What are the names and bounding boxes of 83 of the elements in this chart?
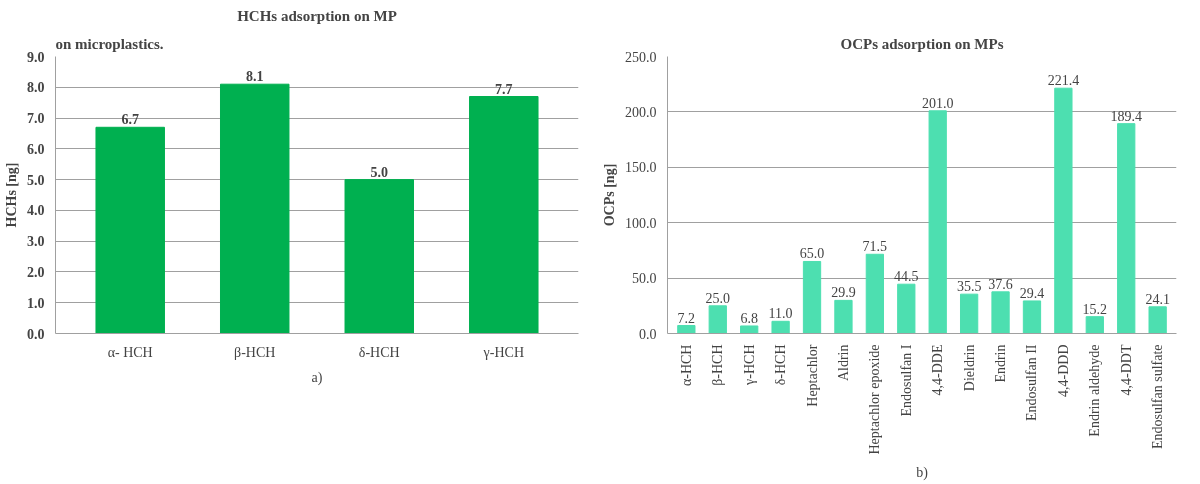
text: on microplastics. xyxy=(55,35,164,52)
y-tick-label: 1.0 xyxy=(27,295,45,311)
x-tick-label: β-HCH xyxy=(234,344,276,360)
data-label: 221.4 xyxy=(1047,73,1080,89)
x-tick-label: β-HCH xyxy=(710,344,726,386)
bar xyxy=(771,320,790,334)
x-tick-label: γ-HCH xyxy=(741,344,757,386)
y-tick-label: 250.0 xyxy=(625,49,657,65)
bar xyxy=(1117,123,1136,334)
bar xyxy=(928,110,947,334)
y-tick-label: 9.0 xyxy=(27,49,45,65)
data-label: 11.0 xyxy=(768,306,793,322)
data-label: 6.8 xyxy=(740,310,758,326)
bar xyxy=(834,299,853,334)
x-tick-label: Endosulfan II xyxy=(1024,344,1040,422)
x-tick-label: 4,4-DDD xyxy=(1055,344,1071,397)
bar xyxy=(991,291,1010,334)
bar xyxy=(959,293,979,334)
y-tick-label: 4.0 xyxy=(27,203,45,219)
y-tick-label: 0.0 xyxy=(639,326,657,342)
bar xyxy=(802,260,822,334)
bar xyxy=(740,325,759,334)
y-axis-title: HCHs [ng] xyxy=(4,162,19,228)
y-tick-label: 150.0 xyxy=(625,160,657,176)
data-label: 25.0 xyxy=(705,290,731,306)
x-tick-label: Dieldrin xyxy=(961,344,977,392)
x-tick-label: Endosulfan sulfate xyxy=(1150,344,1166,450)
data-label: 65.0 xyxy=(799,246,825,262)
data-label: 189.4 xyxy=(1110,108,1142,124)
x-tick-label: 4,4-DDT xyxy=(1118,344,1134,396)
data-label: 5.0 xyxy=(370,164,389,180)
bar xyxy=(1148,306,1167,334)
data-label: 24.1 xyxy=(1145,291,1170,307)
y-tick-label: 5.0 xyxy=(27,172,45,188)
data-label: 15.2 xyxy=(1082,301,1108,317)
chart-title: OCPs adsorption on MPs xyxy=(840,35,1004,52)
y-tick-label: 0.0 xyxy=(27,326,45,342)
data-label: 71.5 xyxy=(862,239,888,255)
y-tick-label: 200.0 xyxy=(625,104,657,120)
y-axis-title: OCPs [ng] xyxy=(602,163,617,227)
bar xyxy=(865,253,885,334)
y-tick-label: 8.0 xyxy=(27,80,45,96)
text: a) xyxy=(311,369,323,386)
data-label: 44.5 xyxy=(894,269,919,285)
bar xyxy=(1022,300,1042,334)
bar xyxy=(677,325,696,334)
x-tick-label: Heptachlor epoxide xyxy=(867,344,883,455)
data-label: 201.0 xyxy=(921,95,954,111)
bar xyxy=(897,283,916,334)
data-label: 35.5 xyxy=(956,279,982,295)
x-tick-label: δ-HCH xyxy=(358,344,400,360)
data-label: 37.6 xyxy=(988,276,1013,292)
x-tick-label: δ-HCH xyxy=(773,344,789,386)
text: b) xyxy=(916,464,929,481)
chart-title: HCHs adsorption on MP xyxy=(237,7,397,24)
x-tick-label: γ-HCH xyxy=(482,344,524,360)
bar xyxy=(708,305,727,334)
x-tick-label: Endosulfan I xyxy=(898,344,914,417)
y-tick-label: 100.0 xyxy=(625,215,657,231)
data-label: 29.9 xyxy=(831,285,856,301)
x-tick-label: Heptachlor xyxy=(804,344,820,407)
y-tick-label: 3.0 xyxy=(27,234,45,250)
x-tick-label: Endrin xyxy=(993,344,1009,383)
x-tick-label: 4,4-DDE xyxy=(930,344,946,396)
data-label: 6.7 xyxy=(121,112,139,128)
bar xyxy=(344,179,415,334)
data-label: 29.4 xyxy=(1019,285,1045,301)
bar xyxy=(219,83,290,334)
bar xyxy=(95,126,165,334)
y-tick-label: 7.0 xyxy=(27,111,45,127)
y-tick-label: 50.0 xyxy=(632,271,657,287)
bar xyxy=(1054,87,1073,334)
data-label: 7.7 xyxy=(495,81,513,97)
x-tick-label: Aldrin xyxy=(835,344,851,382)
data-label: 8.1 xyxy=(245,69,264,85)
bar xyxy=(1085,316,1104,334)
bar xyxy=(469,96,539,334)
x-tick-label: Endrin aldehyde xyxy=(1087,344,1103,437)
x-tick-label: α- HCH xyxy=(107,344,153,360)
x-tick-label: α-HCH xyxy=(678,344,694,387)
data-label: 7.2 xyxy=(677,310,696,326)
y-tick-label: 6.0 xyxy=(27,141,45,157)
y-tick-label: 2.0 xyxy=(27,264,45,280)
